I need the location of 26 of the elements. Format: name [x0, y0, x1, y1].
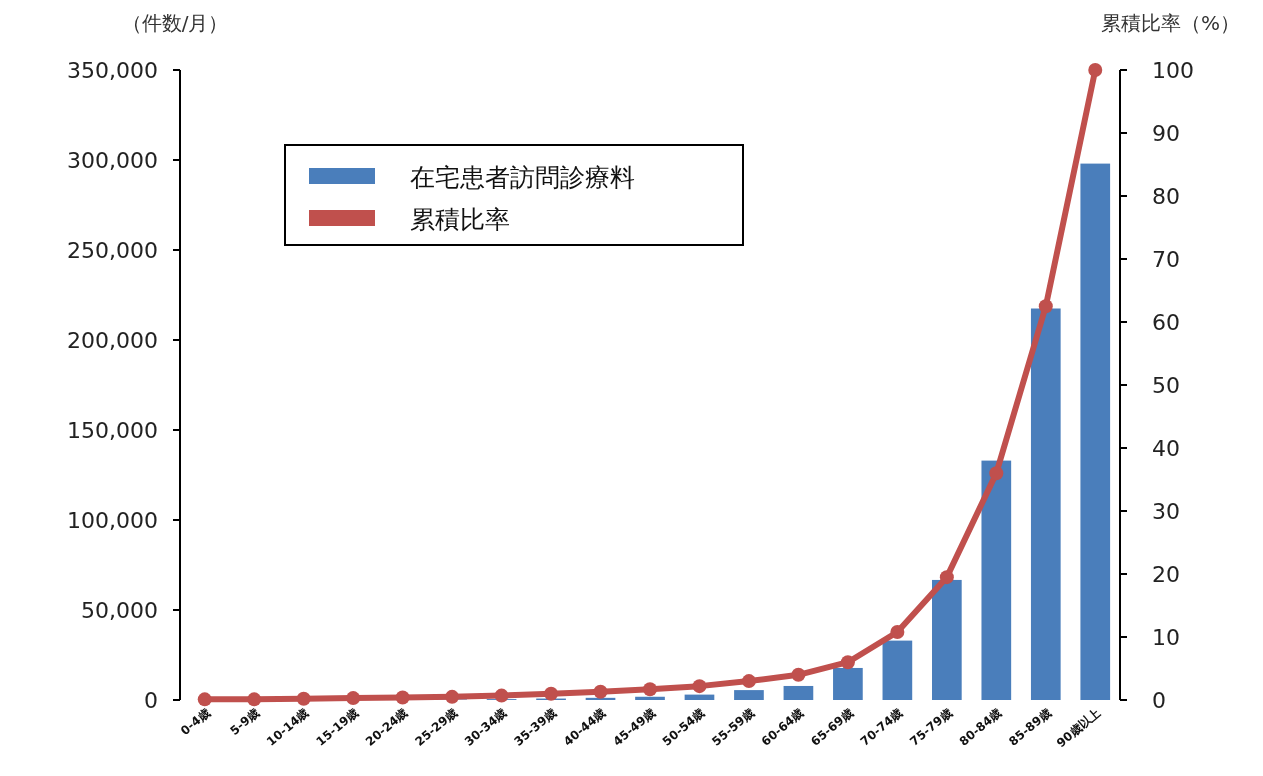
y2-tick-label: 90 — [1152, 121, 1180, 146]
y2-tick-label: 10 — [1152, 625, 1180, 650]
y-tick-label: 350,000 — [67, 58, 158, 83]
x-tick-label: 5-9歳 — [227, 705, 263, 738]
y-tick-label: 200,000 — [67, 328, 158, 353]
y-tick-label: 250,000 — [67, 238, 158, 263]
y2-tick-label: 30 — [1152, 499, 1180, 524]
y-tick-label: 50,000 — [81, 598, 158, 623]
y-tick-label: 0 — [144, 688, 158, 713]
y2-tick-label: 60 — [1152, 310, 1180, 335]
y2-tick-label: 0 — [1152, 688, 1166, 713]
y2-tick-label: 70 — [1152, 247, 1180, 272]
y2-tick-label: 20 — [1152, 562, 1180, 587]
y-tick-label: 300,000 — [67, 148, 158, 173]
y2-tick-label: 100 — [1152, 58, 1194, 83]
legend-label: 在宅患者訪問診療料 — [410, 163, 635, 192]
y-axis-title: （件数/月） — [121, 11, 229, 35]
y-tick-label: 150,000 — [67, 418, 158, 443]
x-tick-label: 0-4歳 — [177, 705, 213, 738]
y2-tick-label: 50 — [1152, 373, 1180, 398]
y2-tick-label: 80 — [1152, 184, 1180, 209]
y2-axis-title: 累積比率（%） — [1100, 11, 1240, 35]
y2-tick-label: 40 — [1152, 436, 1180, 461]
legend-label: 累積比率 — [410, 205, 510, 234]
x-tick-label: 90歳以上 — [1053, 705, 1104, 751]
y-tick-label: 100,000 — [67, 508, 158, 533]
